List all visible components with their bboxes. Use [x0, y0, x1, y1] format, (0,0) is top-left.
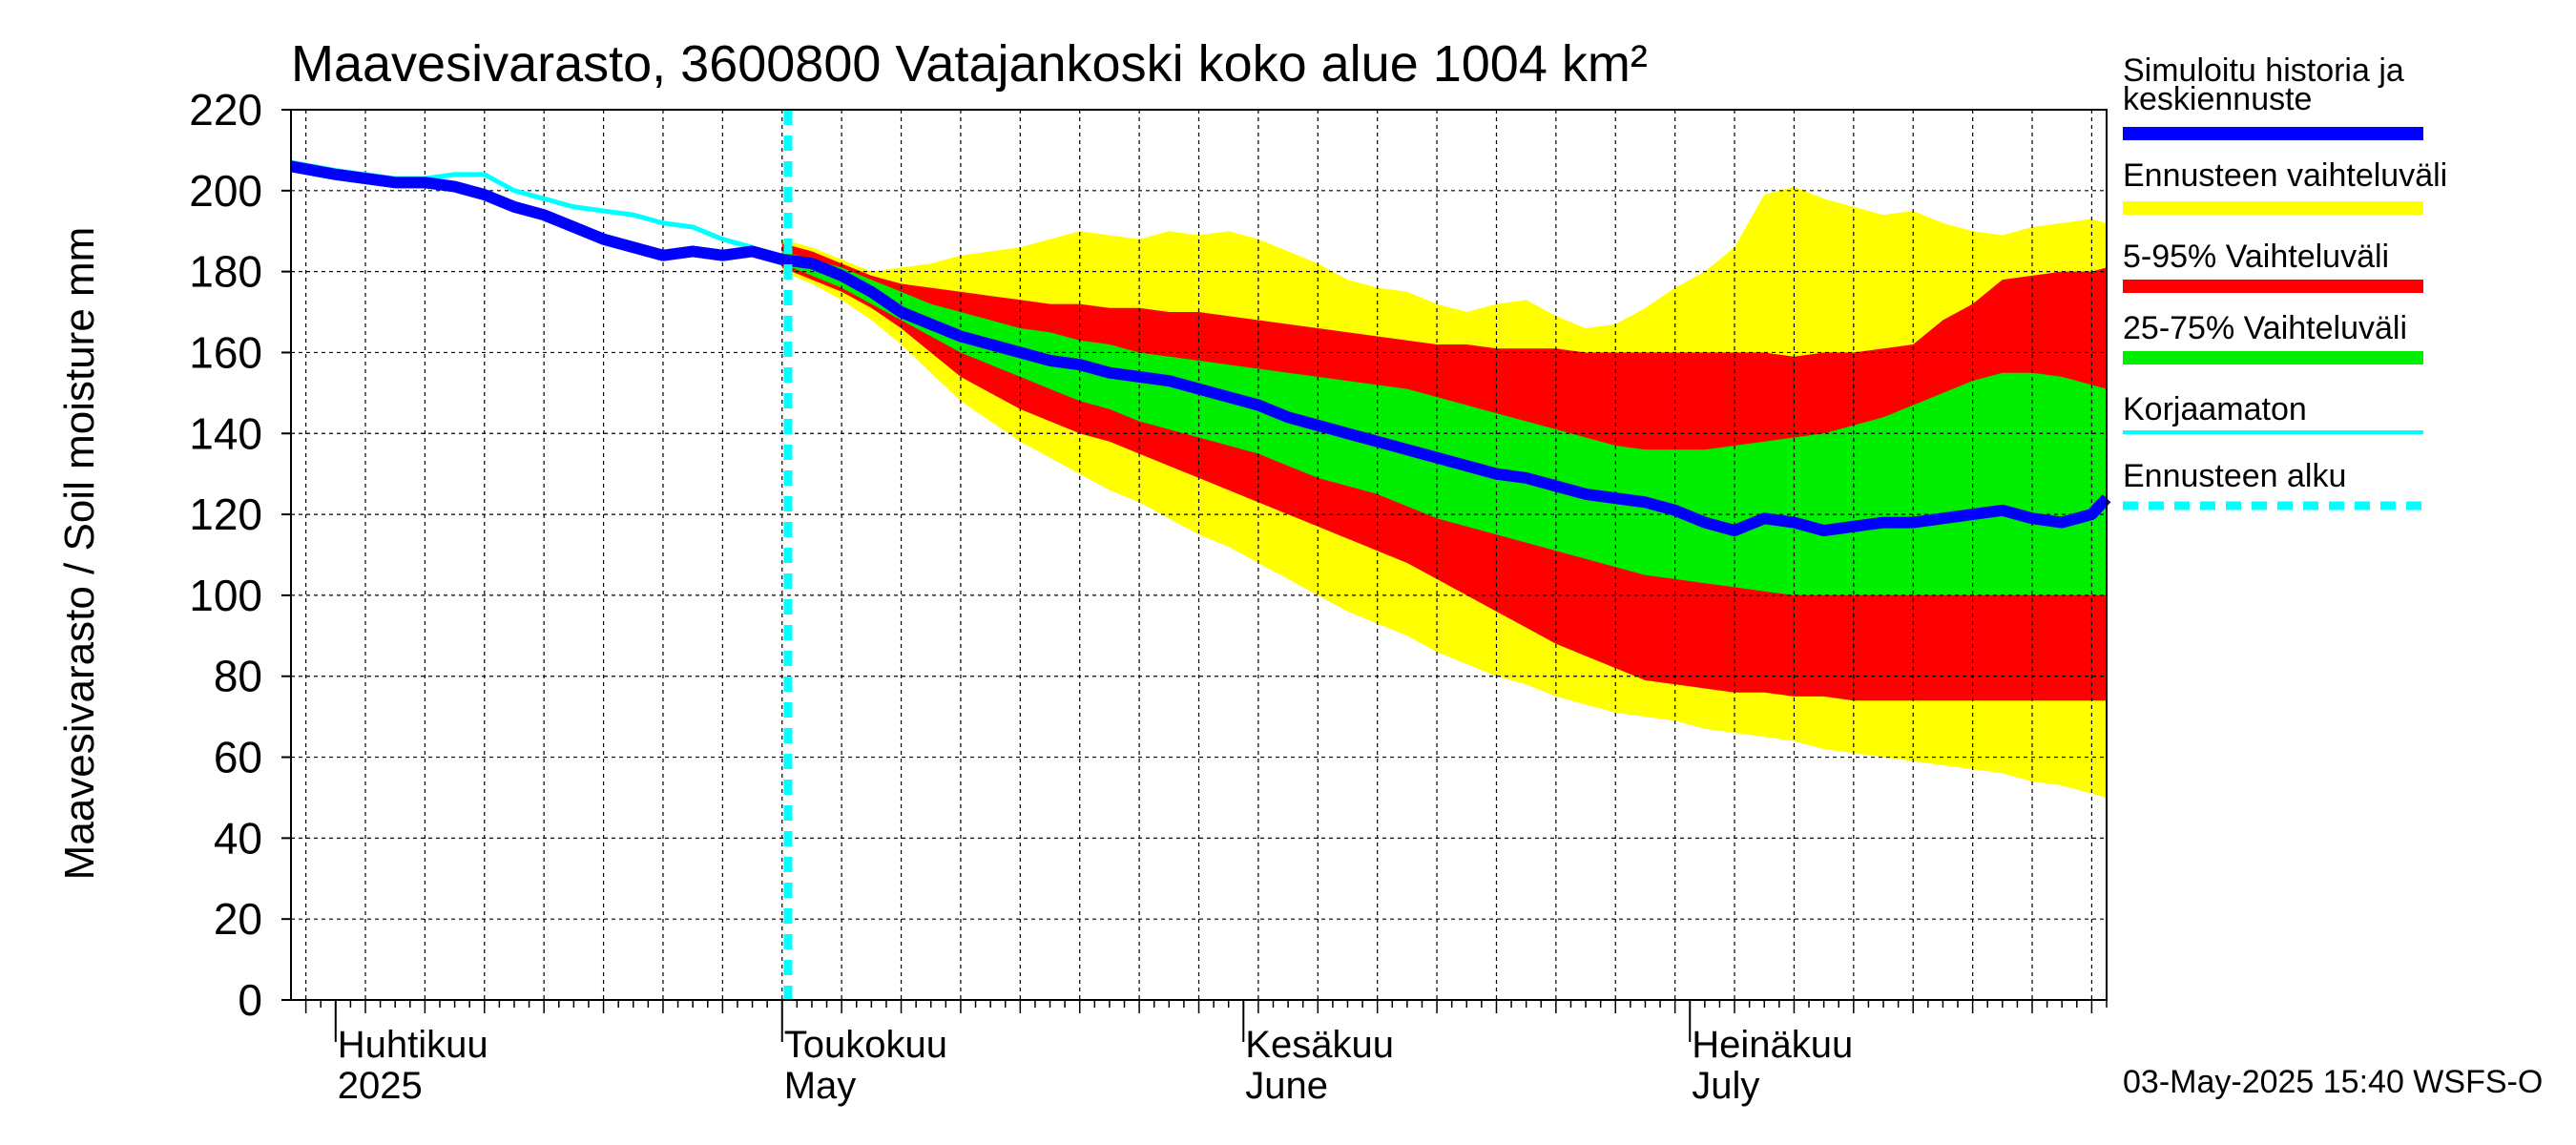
legend-item: Ennusteen alku: [2123, 458, 2423, 510]
month-label-en: July: [1692, 1065, 1759, 1107]
month-label-en: May: [784, 1065, 857, 1107]
y-tick-label: 160: [189, 327, 262, 377]
legend-label: 5-95% Vaihteluväli: [2123, 239, 2389, 275]
y-tick-label: 120: [189, 489, 262, 539]
y-tick-label: 0: [238, 975, 262, 1025]
legend-label: keskiennuste: [2123, 81, 2312, 117]
legend-item: Ennusteen vaihteluväli: [2123, 157, 2447, 215]
legend-label: Simuloitu historia ja: [2123, 52, 2404, 89]
month-label-fi: Toukokuu: [784, 1024, 947, 1066]
y-axis-label: Maavesivarasto / Soil moisture mm: [56, 227, 103, 881]
p25-75-band: [781, 251, 2108, 595]
month-label-en: June: [1245, 1065, 1328, 1107]
y-tick-label: 180: [189, 247, 262, 297]
timestamp: 03-May-2025 15:40 WSFS-O: [2123, 1064, 2543, 1100]
month-label-fi: Kesäkuu: [1245, 1024, 1394, 1066]
y-tick-label: 200: [189, 166, 262, 216]
legend-label: Korjaamaton: [2123, 391, 2307, 427]
month-label-en: 2025: [338, 1065, 423, 1107]
month-label-fi: Huhtikuu: [338, 1024, 488, 1066]
legend-item: Korjaamaton: [2123, 391, 2423, 434]
month-label-fi: Heinäkuu: [1692, 1024, 1853, 1066]
y-tick-label: 40: [214, 813, 262, 863]
y-tick-label: 100: [189, 571, 262, 620]
legend-item: 25-75% Vaihteluväli: [2123, 310, 2423, 364]
legend-label: 25-75% Vaihteluväli: [2123, 310, 2407, 346]
legend-label: Ennusteen alku: [2123, 458, 2346, 494]
chart-title: Maavesivarasto, 3600800 Vatajankoski kok…: [291, 35, 1648, 93]
legend-label: Ennusteen vaihteluväli: [2123, 157, 2447, 194]
legend-item: 5-95% Vaihteluväli: [2123, 239, 2423, 293]
y-axis: 0 20 40 60 80 100 120 140 160 180 200 220: [189, 85, 291, 1025]
y-tick-label: 80: [214, 652, 262, 701]
y-tick-label: 220: [189, 85, 262, 135]
grid: [291, 109, 2107, 1000]
y-tick-label: 20: [214, 894, 262, 944]
y-tick-label: 140: [189, 408, 262, 458]
y-tick-label: 60: [214, 733, 262, 782]
plot-area: [289, 109, 2111, 1001]
simulated-mean-line: [289, 160, 2111, 537]
